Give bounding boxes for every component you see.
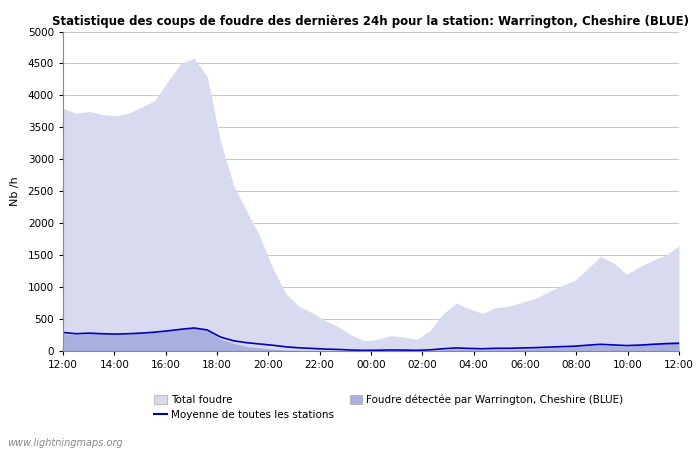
Legend: Total foudre, Moyenne de toutes les stations, Foudre détectée par Warrington, Ch: Total foudre, Moyenne de toutes les stat… <box>155 395 624 420</box>
Title: Statistique des coups de foudre des dernières 24h pour la station: Warrington, C: Statistique des coups de foudre des dern… <box>52 14 690 27</box>
Y-axis label: Nb /h: Nb /h <box>10 176 20 206</box>
Text: www.lightningmaps.org: www.lightningmaps.org <box>7 438 122 448</box>
